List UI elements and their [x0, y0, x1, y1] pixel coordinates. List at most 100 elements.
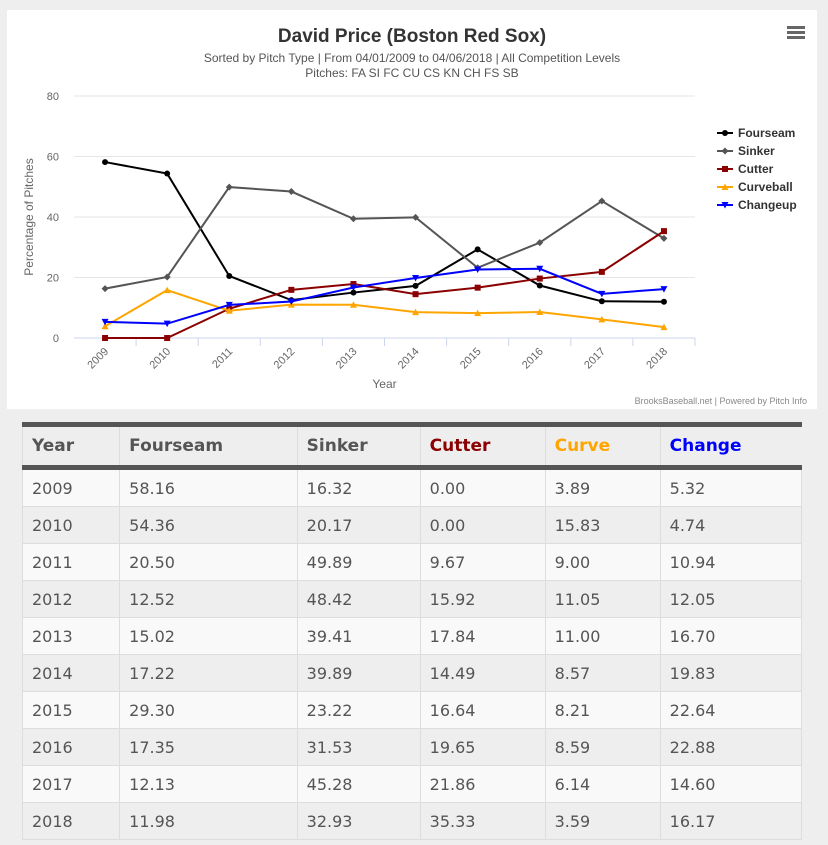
- cell-sinker: 39.89: [296, 654, 421, 692]
- data-point-cutter: [164, 335, 171, 341]
- data-point-changeup: [163, 320, 171, 328]
- cell-cutter: 15.92: [419, 580, 546, 618]
- cell-change: 16.70: [659, 617, 803, 655]
- cell-fourseam: 58.16: [119, 467, 298, 507]
- cell-change: 5.32: [659, 467, 803, 507]
- column-header-fourseam[interactable]: Fourseam: [119, 424, 298, 470]
- legend-item-cutter[interactable]: Cutter: [738, 162, 774, 176]
- cell-year: 2009: [21, 467, 121, 507]
- pitch-usage-table: Year Fourseam Sinker Cutter Curve Change 2009…: [21, 422, 803, 840]
- legend-marker-changeup: [721, 202, 729, 209]
- data-point-sinker: [225, 183, 233, 191]
- cell-change: 16.17: [659, 802, 803, 840]
- data-point-cutter: [102, 335, 109, 341]
- cell-fourseam: 12.13: [119, 765, 298, 803]
- line-chart: 0 20 40 60 80 2009 2010 2011 2012 2013 2014 2015 201…: [22, 91, 797, 391]
- cell-fourseam: 29.30: [119, 691, 298, 729]
- cell-fourseam: 12.52: [119, 580, 298, 618]
- series-line-cutter: [105, 230, 665, 339]
- cell-sinker: 48.42: [296, 580, 421, 618]
- data-point-fourseam: [102, 159, 109, 166]
- cell-cutter: 35.33: [419, 802, 546, 840]
- cell-year: 2017: [21, 765, 121, 803]
- data-point-fourseam: [474, 246, 481, 253]
- cell-change: 22.64: [659, 691, 803, 729]
- x-tick-label: 2011: [210, 346, 235, 371]
- x-tick-label: 2015: [458, 346, 484, 372]
- column-header-curve[interactable]: Curve: [544, 424, 661, 470]
- data-point-curveball: [412, 308, 420, 316]
- data-point-sinker: [349, 215, 357, 223]
- series-line-changeup: [105, 267, 665, 325]
- x-tick-label: 2009: [85, 346, 111, 372]
- cell-change: 4.74: [659, 506, 803, 544]
- cell-cutter: 17.84: [419, 617, 546, 655]
- cell-sinker: 49.89: [296, 543, 421, 581]
- legend-marker-curveball: [721, 183, 729, 190]
- column-header-change[interactable]: Change: [659, 424, 802, 470]
- cell-fourseam: 54.36: [119, 506, 298, 544]
- legend-item-sinker[interactable]: Sinker: [738, 144, 775, 158]
- table-row: 2014 17.22 39.89 14.49 8.57 19.83: [21, 654, 803, 692]
- series-line-fourseam: [104, 161, 664, 303]
- hamburger-menu-icon[interactable]: [787, 24, 805, 41]
- legend-marker-sinker: [721, 147, 729, 155]
- x-tick-label: 2013: [334, 346, 360, 372]
- y-tick-label: 80: [47, 91, 59, 103]
- cell-sinker: 39.41: [296, 617, 421, 655]
- legend-marker-cutter: [722, 166, 728, 172]
- cell-year: 2015: [21, 691, 121, 729]
- x-tick-label: 2012: [272, 346, 298, 372]
- x-tick-label: 2014: [396, 346, 422, 372]
- series-line-sinker: [104, 186, 665, 290]
- data-point-changeup: [536, 265, 544, 273]
- data-point-changeup: [474, 266, 482, 274]
- cell-sinker: 16.32: [296, 467, 421, 507]
- data-point-sinker: [287, 188, 295, 196]
- data-point-changeup: [101, 318, 109, 326]
- cell-curve: 11.00: [544, 617, 661, 655]
- cell-change: 10.94: [659, 543, 803, 581]
- x-tick-label: 2017: [582, 346, 608, 372]
- legend-item-curveball[interactable]: Curveball: [738, 180, 793, 194]
- cell-cutter: 0.00: [419, 506, 546, 544]
- data-point-cutter: [350, 281, 357, 288]
- y-tick-label: 20: [47, 273, 59, 285]
- x-tick-label: 2010: [147, 346, 173, 372]
- cell-cutter: 16.64: [419, 691, 546, 729]
- data-point-fourseam: [164, 170, 171, 177]
- table-row: 2018 11.98 32.93 35.33 3.59 16.17: [21, 802, 803, 840]
- cell-curve: 8.59: [544, 728, 661, 766]
- cell-change: 22.88: [659, 728, 803, 766]
- cell-curve: 3.89: [544, 467, 661, 507]
- cell-sinker: 31.53: [296, 728, 421, 766]
- data-point-fourseam: [350, 289, 357, 296]
- column-header-cutter[interactable]: Cutter: [419, 424, 546, 470]
- chart-credit[interactable]: BrooksBaseball.net | Powered by Pitch In…: [634, 396, 807, 406]
- table-row: 2011 20.50 49.89 9.67 9.00 10.94: [21, 543, 803, 581]
- cell-year: 2012: [21, 580, 121, 618]
- cell-change: 19.83: [659, 654, 803, 692]
- data-point-cutter: [474, 284, 481, 291]
- y-tick-label: 40: [47, 212, 59, 224]
- data-point-cutter: [660, 228, 667, 235]
- legend-item-changeup[interactable]: Changeup: [738, 198, 797, 212]
- data-point-fourseam: [598, 298, 605, 305]
- column-header-sinker[interactable]: Sinker: [296, 424, 421, 470]
- cell-change: 12.05: [659, 580, 803, 618]
- cell-sinker: 20.17: [296, 506, 421, 544]
- table-row: 2013 15.02 39.41 17.84 11.00 16.70: [21, 617, 803, 655]
- x-tick-label: 2016: [520, 346, 546, 372]
- legend-item-fourseam[interactable]: Fourseam: [738, 126, 795, 140]
- data-point-changeup: [349, 284, 357, 291]
- data-point-fourseam: [412, 282, 419, 289]
- y-tick-label: 0: [53, 333, 59, 345]
- data-point-cutter: [288, 286, 295, 293]
- column-header-year[interactable]: Year: [21, 424, 120, 470]
- cell-fourseam: 17.35: [119, 728, 298, 766]
- data-point-sinker: [598, 197, 606, 205]
- data-point-cutter: [412, 291, 419, 298]
- chart-card: David Price (Boston Red Sox) Sorted by P…: [7, 10, 817, 409]
- cell-fourseam: 11.98: [119, 802, 298, 840]
- cell-fourseam: 17.22: [119, 654, 298, 692]
